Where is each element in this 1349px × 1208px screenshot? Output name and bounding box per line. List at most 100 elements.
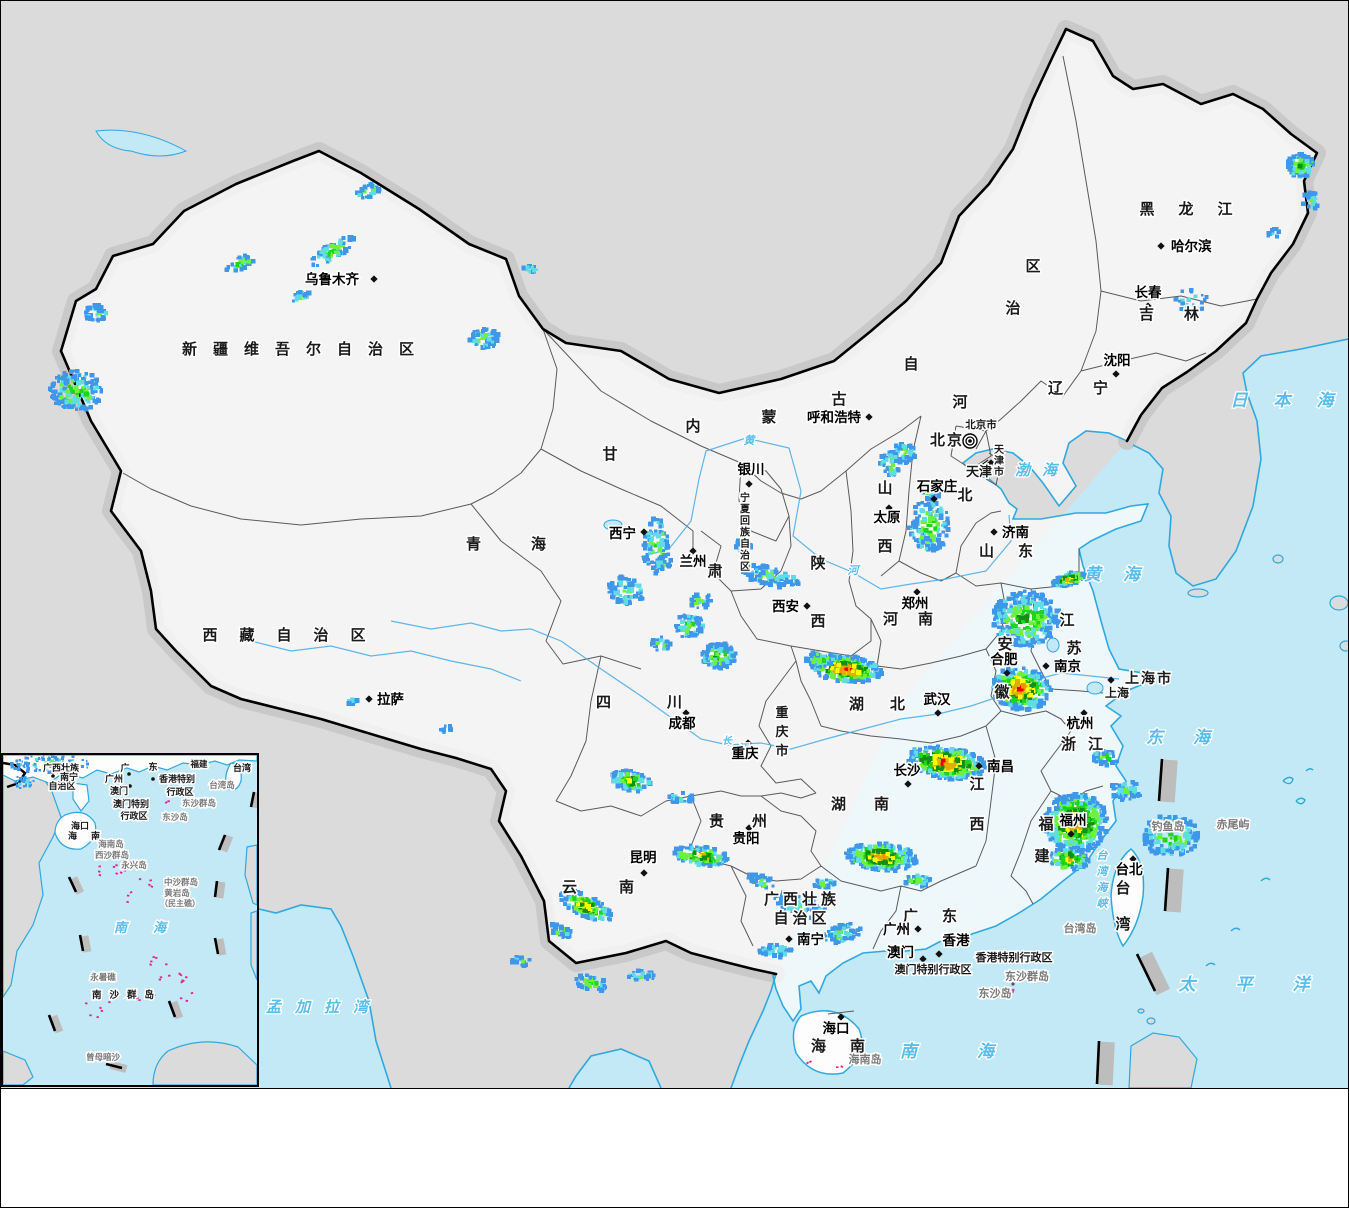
legend-panel: 全国雷达拼图 [2025-04-09 19:24:00] [ 组合反射率 ] 5… <box>1 1089 1348 1207</box>
city-diamond-marker <box>990 528 998 536</box>
city-diamond-marker <box>682 709 690 717</box>
prov-label: 澳门特别 <box>113 798 149 809</box>
island-label: 永兴岛 <box>120 860 147 870</box>
sea-label: 渤海 <box>1015 462 1069 479</box>
prov-label: 福建 <box>189 759 208 769</box>
city-diamond-marker <box>987 459 995 467</box>
inset-city-dots <box>51 772 155 824</box>
city-label: 沈阳 <box>1104 352 1131 368</box>
city-label: 太原 <box>874 509 902 525</box>
prov-label: 古 <box>831 390 846 408</box>
prov-label: 河南 <box>883 610 953 628</box>
prov-label: 重庆市 <box>774 705 788 758</box>
city-label: 西宁 <box>609 525 636 541</box>
city-label: 兰州 <box>680 553 707 569</box>
prov-label: 天津市 <box>994 444 1005 478</box>
prov-label: 上海 <box>1105 685 1129 700</box>
city-diamond-marker <box>1042 662 1050 670</box>
prov-label: 澳门特别行政区 <box>895 962 972 976</box>
prov-label: 徽 <box>993 683 1010 701</box>
city-label: 成都 <box>669 715 697 731</box>
prov-label: 台 <box>1115 879 1130 897</box>
city-diamond-marker <box>1080 709 1088 717</box>
city-diamond-marker <box>1107 676 1115 684</box>
south-china-sea-inset: 广西壮族 自治区 南宁广东广州 澳门 香港特别 行政区 澳门特别 行政区 福建 台湾 台湾岛 东沙群岛… <box>1 753 263 1087</box>
prov-label: 行政区 <box>119 810 147 821</box>
lakes <box>603 519 1104 695</box>
city-label: 南宁 <box>797 931 824 947</box>
sea-label: 孟加拉湾 <box>266 998 382 1016</box>
prov-label: 北 <box>957 487 972 504</box>
prov-label: 东 <box>148 761 157 772</box>
city-diamond-marker <box>785 935 793 943</box>
city-diamond-marker <box>885 504 893 512</box>
inset-china-land <box>2 754 258 850</box>
city-label: 石家庄 <box>916 478 958 494</box>
prov-label: 云南 <box>562 878 676 896</box>
island-label: 海南岛 <box>98 839 124 849</box>
city-label: 长沙 <box>894 762 922 778</box>
sea-label: 黄海 <box>1084 565 1162 584</box>
sea-label: 长 <box>722 735 733 747</box>
city-label: 昆明 <box>630 850 657 865</box>
city-label: 海口 <box>823 1020 850 1036</box>
sea-label: 南海 <box>114 920 192 935</box>
island-markers-pink <box>806 988 1015 1069</box>
prov-label: 海口 <box>71 820 89 831</box>
prov-label: 新疆维吾尔自治区 <box>182 340 430 358</box>
city-diamond-marker <box>913 588 921 596</box>
sea-label: 东海 <box>1146 728 1240 747</box>
prov-label: 湖北 <box>849 696 931 713</box>
prov-label: 江 <box>969 775 984 793</box>
island-label: 东沙岛 <box>162 812 188 822</box>
prov-label: 上海市 <box>1125 670 1173 686</box>
prov-label: 福 <box>1037 815 1053 833</box>
prov-label: 吉林 <box>1139 305 1229 323</box>
city-label: 台北 <box>1116 861 1144 877</box>
island-label: 赤尾屿 <box>1217 817 1250 831</box>
island-label: 西沙群岛 <box>95 850 129 860</box>
city-diamond-marker <box>1067 830 1075 838</box>
prov-label: 自治区 <box>48 780 75 791</box>
city-diamond-marker <box>370 275 378 283</box>
city-diamond-marker <box>837 1013 845 1021</box>
prov-label: 蒙 <box>761 408 776 426</box>
prov-label: 安 <box>997 635 1012 653</box>
prov-label: 浙江 <box>1061 735 1115 753</box>
prov-label: 山 <box>877 480 892 497</box>
prov-label: 肃 <box>707 562 722 580</box>
prov-label: 湖南 <box>831 795 917 813</box>
city-label: 重庆 <box>732 745 760 761</box>
city-label: 武汉 <box>924 691 952 707</box>
island-label: 曾母暗沙 <box>86 1052 121 1062</box>
prov-label: 区 <box>1025 258 1040 275</box>
city-diamond-marker <box>689 547 697 555</box>
city-label: 济南 <box>1002 524 1029 540</box>
city-label: 广州 <box>883 921 910 937</box>
foreign-coastlines <box>258 338 1348 1088</box>
prov-label: 宁夏回族自治区 <box>739 491 751 573</box>
prov-label: 治 <box>1005 299 1020 317</box>
prov-label: 广西壮族 <box>764 890 840 908</box>
city-diamond-marker <box>914 925 922 933</box>
sea-label: 江 <box>738 742 750 754</box>
island-label: 台湾岛 <box>209 780 235 790</box>
sea-label: 太平洋 <box>1178 975 1349 994</box>
prov-label: 天津 <box>966 464 992 479</box>
city-label: 乌鲁木齐 <box>305 271 359 287</box>
prov-label: 广西壮族 <box>43 762 80 773</box>
island-label: （民主礁） <box>160 898 200 908</box>
city-diamond-marker <box>975 762 983 770</box>
prov-label: 海南 <box>811 1037 889 1055</box>
prov-label: 贵州 <box>709 812 795 830</box>
island-label: 中沙群岛 <box>164 877 198 887</box>
island-label: 钓鱼岛 <box>1152 819 1185 833</box>
prov-label: 南宁 <box>60 771 78 782</box>
city-label: 南昌 <box>987 758 1014 774</box>
city-label: 南京 <box>1054 658 1081 674</box>
city-diamond-marker <box>744 739 752 747</box>
prov-label: 陕 <box>810 554 825 572</box>
prov-label: 湾 <box>1115 915 1130 933</box>
